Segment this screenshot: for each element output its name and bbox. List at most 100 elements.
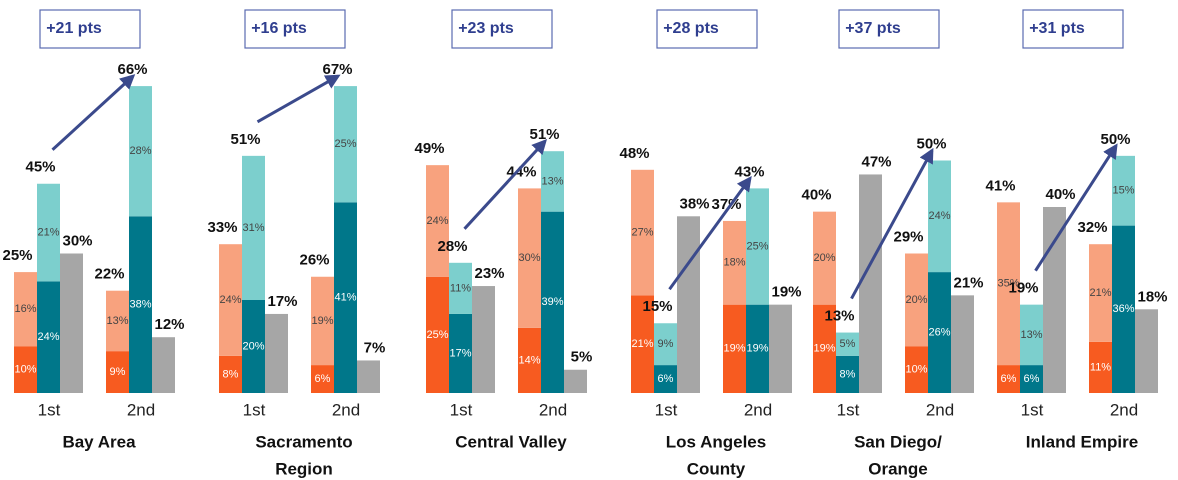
x-tick-label: 2nd <box>332 400 360 419</box>
data-label: 40% <box>1045 186 1075 203</box>
bar-segment <box>746 188 769 305</box>
bar-segment <box>631 295 654 393</box>
trend-arrow <box>1034 143 1118 272</box>
data-label: 25% <box>746 240 768 252</box>
bar-segment <box>106 351 129 393</box>
bar-segment <box>541 211 564 393</box>
data-label: 23% <box>474 265 504 282</box>
data-label: 39% <box>541 296 563 308</box>
bar-segment <box>769 304 792 393</box>
data-label: 24% <box>219 294 241 306</box>
bar-segment <box>813 211 836 305</box>
data-label: 21% <box>953 274 983 291</box>
data-label: 17% <box>449 347 471 359</box>
data-label: 8% <box>223 368 239 380</box>
trend-arrow <box>463 138 548 230</box>
bar-segment <box>564 369 587 393</box>
annotation-box <box>838 9 940 49</box>
data-label: 38% <box>679 195 709 212</box>
panel-title: Sacramento <box>255 432 352 451</box>
bar-segment <box>449 262 472 314</box>
total-label: 13% <box>824 308 854 325</box>
data-label: 21% <box>37 226 59 238</box>
data-label: 10% <box>905 364 927 376</box>
bar-segment <box>152 337 175 393</box>
annotation: +21 pts <box>46 20 102 37</box>
data-label: 24% <box>37 331 59 343</box>
data-label: 5% <box>840 338 856 350</box>
bar-segment <box>357 360 380 393</box>
data-label: 14% <box>518 354 540 366</box>
data-label: 11% <box>1090 361 1111 373</box>
bar-segment <box>631 169 654 296</box>
data-label: 20% <box>242 340 264 352</box>
data-label: 10% <box>14 364 36 376</box>
bar-segment <box>14 346 37 393</box>
bar-segment <box>334 86 357 203</box>
data-label: 9% <box>110 366 126 378</box>
data-label: 26% <box>928 326 950 338</box>
total-label: 28% <box>437 238 467 255</box>
total-label: 40% <box>801 187 831 204</box>
data-label: 11% <box>450 282 471 294</box>
data-label: 31% <box>242 222 264 234</box>
bar-segment <box>60 253 83 393</box>
bar-segment <box>426 276 449 393</box>
data-label: 8% <box>840 368 856 380</box>
panel-title: San Diego/ <box>854 432 942 451</box>
bar-segment <box>997 202 1020 366</box>
bar-segment <box>1043 207 1066 393</box>
data-label: 19% <box>746 343 768 355</box>
data-label: 47% <box>861 153 891 170</box>
panel-title: Region <box>275 459 333 478</box>
x-tick-label: 1st <box>837 400 860 419</box>
bar-segment <box>541 151 564 212</box>
data-label: 35% <box>997 278 1019 290</box>
bar-segment <box>836 332 859 356</box>
panel-title: Inland Empire <box>1026 432 1138 451</box>
data-label: 30% <box>62 232 92 249</box>
bar-segment <box>1135 309 1158 393</box>
panel-title: Los Angeles <box>666 432 766 451</box>
data-label: 25% <box>426 329 448 341</box>
bar-segment <box>265 313 288 393</box>
bar-segment <box>518 327 541 393</box>
bar-segment <box>472 286 495 393</box>
panel-title: Bay Area <box>62 432 136 451</box>
bar-segment <box>1112 155 1135 226</box>
data-label: 30% <box>518 252 540 264</box>
data-label: 19% <box>813 343 835 355</box>
total-label: 41% <box>985 177 1015 194</box>
bar-segment <box>928 272 951 393</box>
data-label: 19% <box>311 315 333 327</box>
total-label: 45% <box>25 159 55 176</box>
x-tick-label: 2nd <box>539 400 567 419</box>
data-label: 28% <box>129 145 151 157</box>
bar-segment <box>37 183 60 282</box>
data-label: 7% <box>364 339 386 356</box>
bar-segment <box>905 346 928 393</box>
data-label: 24% <box>426 215 448 227</box>
annotation: +28 pts <box>663 20 719 37</box>
data-label: 16% <box>14 303 36 315</box>
data-label: 20% <box>905 294 927 306</box>
bar-segment <box>1089 244 1112 342</box>
panel-title: Orange <box>868 459 928 478</box>
annotation: +31 pts <box>1029 20 1085 37</box>
annotation: +37 pts <box>845 20 901 37</box>
annotation-box <box>656 9 758 49</box>
data-label: 12% <box>154 316 184 333</box>
data-label: 6% <box>315 373 331 385</box>
total-label: 51% <box>529 126 559 143</box>
bar-segment <box>14 272 37 347</box>
data-label: 24% <box>928 210 950 222</box>
bar-segment <box>426 165 449 277</box>
bar-segment <box>242 300 265 393</box>
total-label: 49% <box>414 140 444 157</box>
annotation-box <box>244 9 346 49</box>
x-tick-label: 2nd <box>1110 400 1138 419</box>
bar-segment <box>723 304 746 393</box>
bar-segment <box>37 281 60 393</box>
bar-segment <box>334 202 357 393</box>
